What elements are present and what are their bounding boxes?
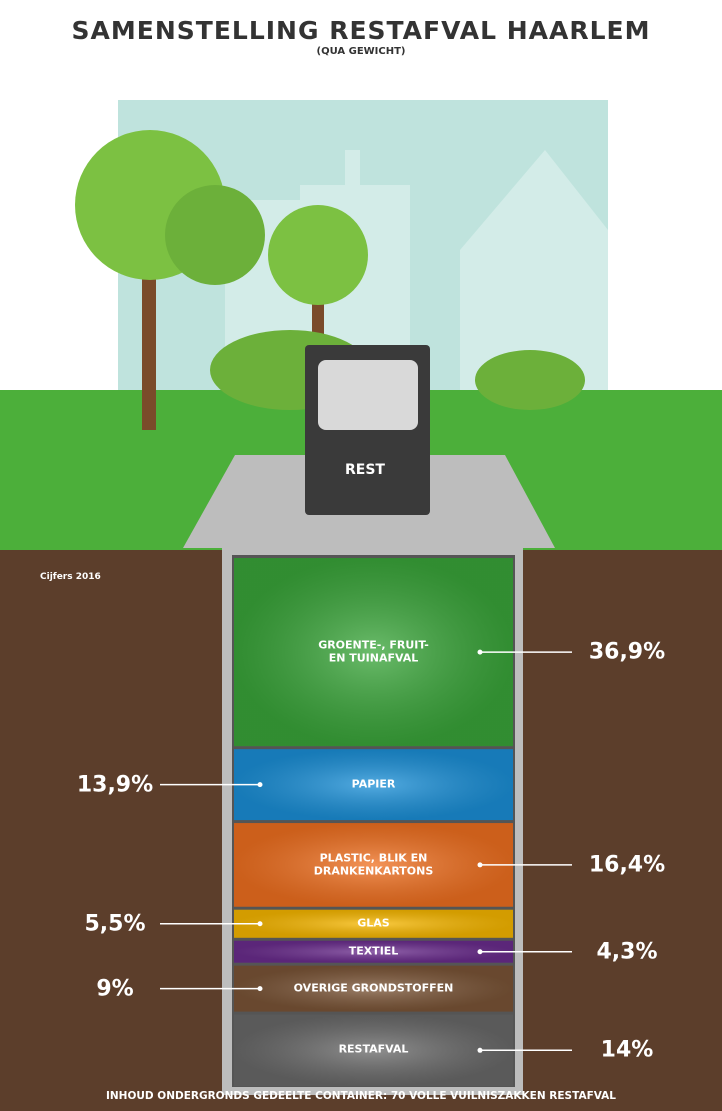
page: SAMENSTELLING RESTAFVAL HAARLEM (QUA GEW… [0,0,722,1111]
layer-label: RESTAFVAL [254,1044,494,1057]
value-label: 5,5% [84,911,145,936]
value-label: 36,9% [589,639,665,664]
subtitle: (QUA GEWICHT) [0,46,722,57]
value-label: 13,9% [77,772,153,797]
value-label: 16,4% [589,852,665,877]
bin-label: REST [335,462,395,478]
layer-label: PAPIER [254,778,494,791]
value-label: 4,3% [596,939,657,964]
note: Cijfers 2016 [40,572,101,582]
bush [475,350,585,410]
tree [165,185,265,285]
bin-lid [318,360,418,430]
layer-label: TEXTIEL [254,945,494,958]
layer-label: OVERIGE GRONDSTOFFEN [254,982,494,995]
layer-label: GROENTE-, FRUIT- EN TUINAFVAL [254,639,494,664]
footer: INHOUD ONDERGRONDS GEDEELTE CONTAINER: 7… [0,1090,722,1102]
layer-label: GLAS [254,917,494,930]
value-label: 9% [96,976,133,1001]
tree [268,205,368,305]
title: SAMENSTELLING RESTAFVAL HAARLEM [0,16,722,45]
trunk [142,260,156,430]
layer-label: PLASTIC, BLIK EN DRANKENKARTONS [254,852,494,877]
value-label: 14% [601,1038,654,1063]
